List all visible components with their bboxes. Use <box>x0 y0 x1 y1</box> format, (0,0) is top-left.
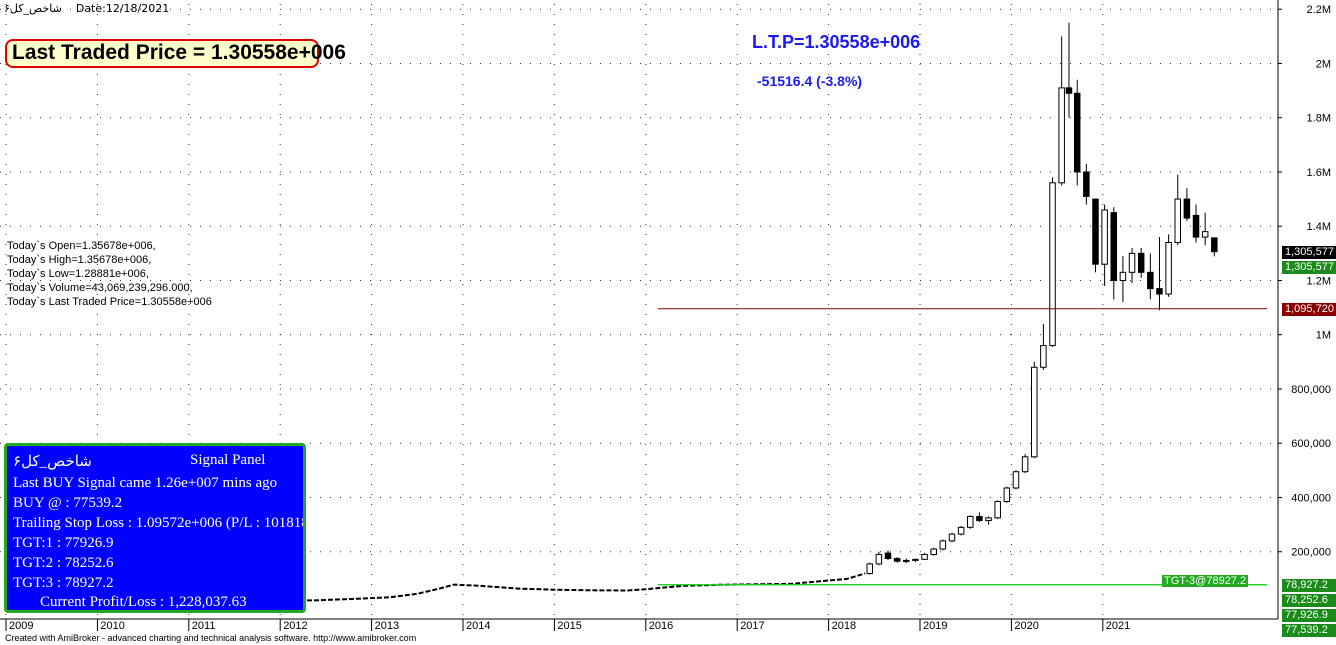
candle-bull <box>1003 487 1011 503</box>
signal-tgt-2: TGT:2 : 78252.6 <box>13 555 114 571</box>
buy-tag: 77,539.2 <box>1282 624 1336 637</box>
y-tick-label: 2M <box>1316 58 1331 70</box>
candle-bull <box>921 553 928 560</box>
tgt1-tag: 77,926.9 <box>1282 609 1336 622</box>
y-tick-label: 1.8M <box>1307 113 1331 125</box>
y-tick-label: 1.2M <box>1307 275 1331 287</box>
today-open: Today`s Open=1.35678e+006, <box>7 240 156 252</box>
x-tick-label: 2019 <box>923 620 947 632</box>
candle-bear <box>1083 171 1090 197</box>
x-tick-label: 2021 <box>1106 620 1130 632</box>
signal-panel: شاخص_کل۶ Signal Panel Last BUY Signal ca… <box>4 443 306 613</box>
x-tick-label: 2009 <box>9 620 33 632</box>
stop-line-tag: 1,095,720 <box>1282 303 1336 316</box>
last-price-tag: 1,305,577 <box>1282 246 1336 259</box>
x-tick-label: 2016 <box>649 620 673 632</box>
candle-series <box>866 22 1218 575</box>
candle-bull <box>994 501 1001 519</box>
today-volume: Today`s Volume=43,069,239,296.000, <box>7 282 193 294</box>
chart-date: Date:12/18/2021 <box>75 2 170 15</box>
y-tick-label: 1.6M <box>1307 167 1331 179</box>
ltp-box-text: Last Traded Price = 1.30558e+006 <box>12 41 346 64</box>
candle-bear <box>1192 214 1200 238</box>
signal-tgt-3: TGT:3 : 78927.2 <box>13 575 114 591</box>
symbol-name: شاخص_کل۶ <box>4 2 62 15</box>
signal-tgt-1: TGT:1 : 77926.9 <box>13 535 114 551</box>
y-tick-label: 600,000 <box>1291 438 1331 450</box>
y-tick-label: 200,000 <box>1291 547 1331 559</box>
candle-bear <box>1073 92 1081 173</box>
ltp-title: L.T.P=1.30558e+006 <box>752 32 921 52</box>
candle-bull <box>1201 231 1209 238</box>
tgt3-tag: 78,927.2 <box>1282 579 1336 592</box>
candle-bear <box>1065 87 1073 94</box>
candle-bull <box>1049 182 1056 347</box>
candle-bull <box>1031 366 1038 458</box>
candle-bull <box>1165 241 1172 295</box>
candle-bull <box>1119 271 1127 281</box>
x-tick-label: 2012 <box>283 620 307 632</box>
signal-profit-loss: Current Profit/Loss : 1,228,037.63 <box>40 594 247 610</box>
x-tick-label: 2010 <box>100 620 124 632</box>
x-tick-label: 2014 <box>466 620 490 632</box>
candle-bull <box>1058 87 1065 184</box>
ltp-box <box>5 39 319 68</box>
signal-panel-symbol: شاخص_کل۶ <box>13 454 92 470</box>
candle-bull <box>912 558 919 561</box>
x-tick-label: 2018 <box>832 620 856 632</box>
y-tick-label: 1M <box>1316 330 1331 342</box>
today-low: Today`s Low=1.28881e+006, <box>7 268 149 280</box>
footer-credit: Created with AmiBroker - advanced charti… <box>5 633 417 643</box>
candle-bear <box>1137 252 1145 273</box>
candle-bull <box>1021 456 1029 473</box>
signal-buy-price: BUY @ : 77539.2 <box>13 495 123 511</box>
ltp-change: -51516.4 (-3.8%) <box>757 73 863 89</box>
candle-bull <box>985 517 992 522</box>
candle-bear <box>1110 212 1118 281</box>
signal-panel-title: Signal Panel <box>190 452 266 468</box>
candle-bear <box>1183 198 1191 219</box>
candle-bull <box>1040 345 1047 368</box>
candle-bull <box>1012 471 1020 489</box>
signal-lines <box>658 308 1267 586</box>
x-tick-label: 2011 <box>192 620 216 632</box>
candle-bull <box>875 553 883 565</box>
candle-bull <box>930 548 937 555</box>
signal-last-buy: Last BUY Signal came 1.26e+007 mins ago <box>13 475 278 491</box>
x-tick-label: 2013 <box>375 620 399 632</box>
last-price-tag-green: 1,305,577 <box>1282 261 1336 274</box>
y-tick-label: 1.4M <box>1307 221 1331 233</box>
candle-bull <box>967 515 974 528</box>
today-ltp: Today`s Last Traded Price=1.30558e+006 <box>7 296 212 308</box>
candle-bear <box>1211 237 1218 253</box>
tgt-label: TGT-3@78927.2 <box>1162 575 1249 587</box>
chart-header: شاخص_کل۶ Date:12/18/2021 <box>4 2 169 15</box>
candle-bear <box>1147 271 1154 290</box>
candle-bear <box>976 515 983 522</box>
x-tick-label: 2017 <box>740 620 764 632</box>
axes: 200,000 400,000 600,000 800,000 1M 1.2M 1.4M 1.… <box>0 0 1331 632</box>
candle-bull <box>939 540 947 550</box>
tgt2-tag: 78,252.6 <box>1282 594 1336 607</box>
x-tick-label: 2015 <box>557 620 581 632</box>
candle-bull <box>866 563 873 574</box>
candle-bull <box>948 533 956 542</box>
candle-bull <box>1101 209 1108 265</box>
candle-bull <box>1174 198 1181 243</box>
x-tick-label: 2020 <box>1014 620 1038 632</box>
candle-bear <box>893 558 901 562</box>
y-tick-label: 400,000 <box>1291 492 1331 504</box>
candle-bear <box>1092 198 1099 265</box>
y-tick-label: 800,000 <box>1291 384 1331 396</box>
candle-bull <box>903 559 910 562</box>
candle-bear <box>1156 288 1163 295</box>
candle-bear <box>884 552 892 560</box>
y-tick-label: 2.2M <box>1307 4 1331 16</box>
candle-bull <box>1128 252 1136 273</box>
candle-bull <box>957 526 965 535</box>
today-high: Today`s High=1.35678e+006, <box>7 254 152 266</box>
signal-trailing-stop: Trailing Stop Loss : 1.09572e+006 (P/L :… <box>13 515 306 531</box>
